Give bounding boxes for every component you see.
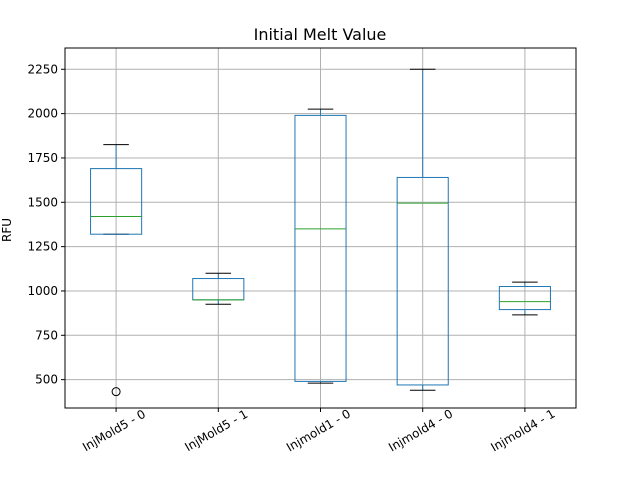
y-tick-label: 1750 <box>27 151 58 165</box>
box-group <box>396 68 449 391</box>
y-tick-label: 500 <box>35 373 58 387</box>
box-group <box>498 281 551 316</box>
y-tick-label: 2250 <box>27 62 58 76</box>
y-axis-label: RFU <box>0 218 14 242</box>
box-group <box>90 144 143 397</box>
y-tick-label: 1250 <box>27 240 58 254</box>
iqr-box <box>396 176 449 386</box>
iqr-box <box>498 286 551 311</box>
outlier-point <box>111 387 121 397</box>
chart-title: Initial Melt Value <box>254 25 387 44</box>
y-tick-label: 2000 <box>27 107 58 121</box>
y-tick-label: 1500 <box>27 195 58 209</box>
y-tick-label: 750 <box>35 328 58 342</box>
y-tick-label: 1000 <box>27 284 58 298</box>
iqr-box <box>90 168 143 235</box>
box-group <box>294 108 347 384</box>
boxes <box>90 68 551 397</box>
grid-lines <box>65 48 576 408</box>
iqr-box <box>294 114 347 382</box>
box-group <box>192 272 245 305</box>
